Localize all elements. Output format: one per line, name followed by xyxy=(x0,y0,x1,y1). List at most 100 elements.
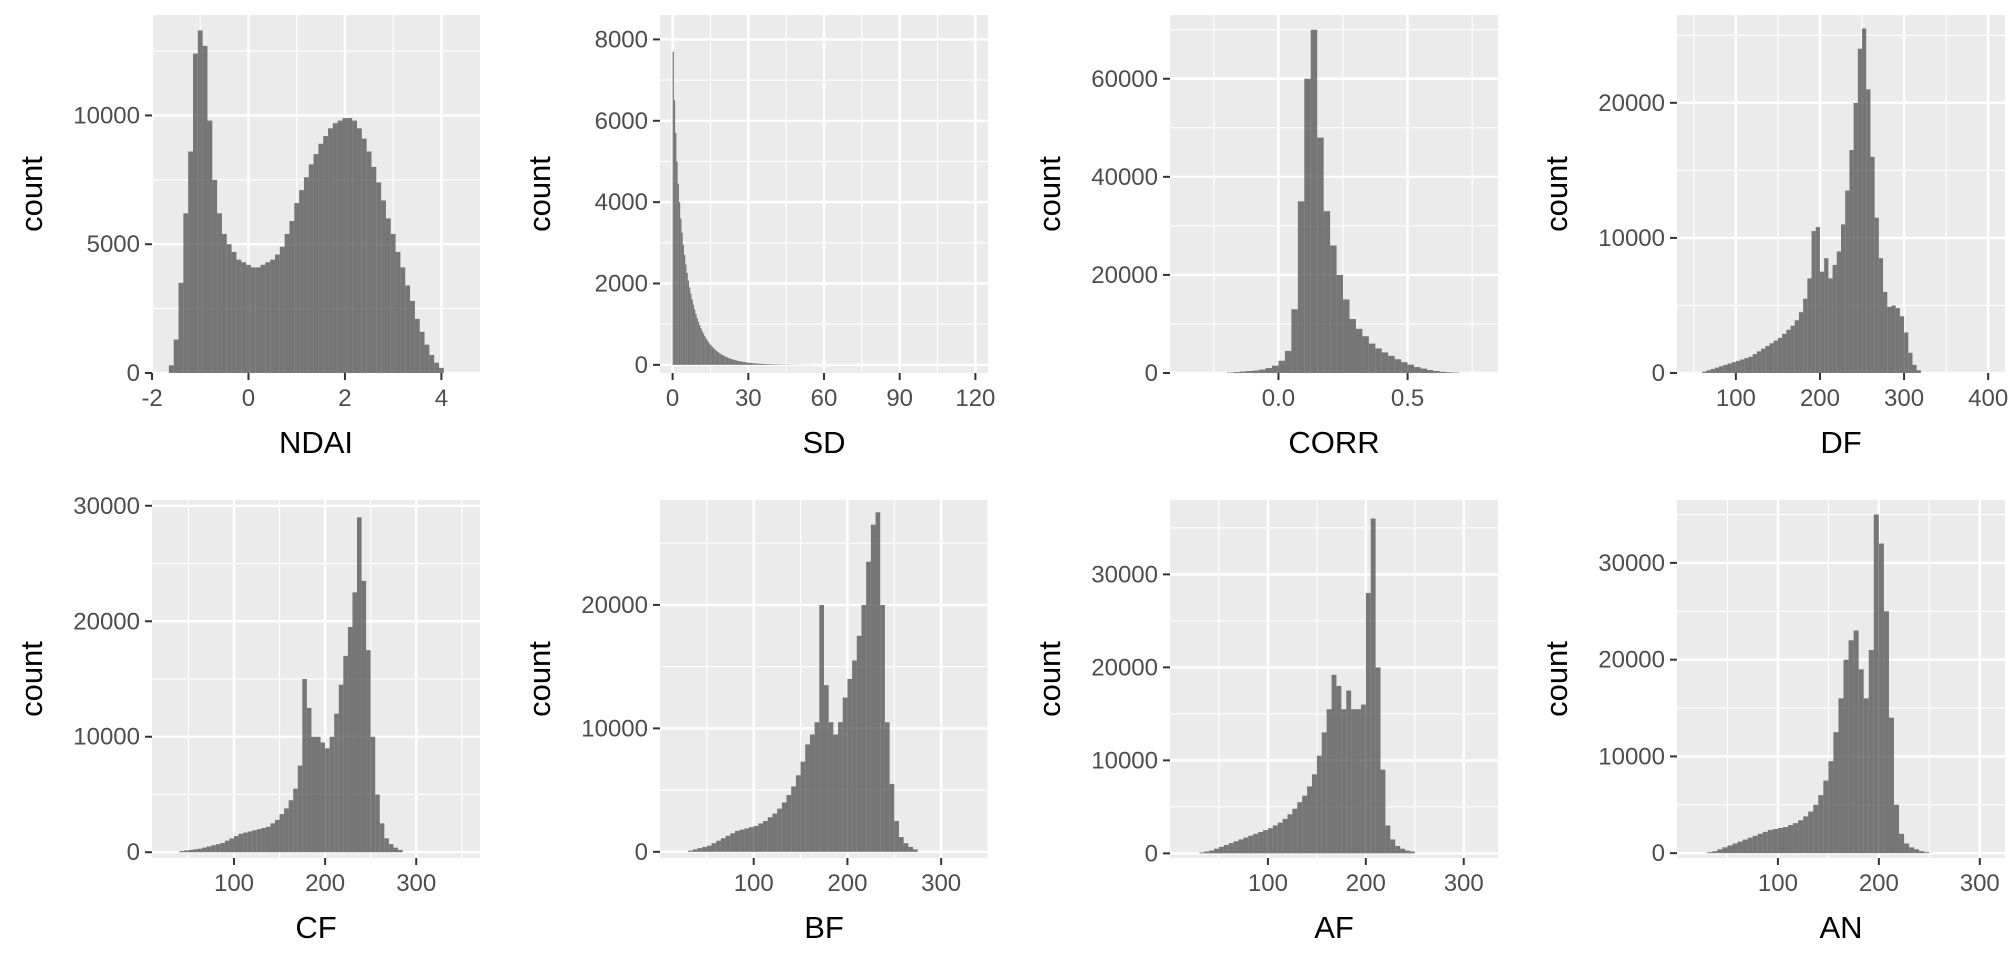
x-axis-title: AF xyxy=(1314,910,1354,945)
histogram-bar xyxy=(735,360,737,365)
histogram-bar xyxy=(681,232,683,365)
histogram-bar xyxy=(728,358,730,365)
histogram-bar xyxy=(711,346,713,365)
histogram-bar xyxy=(318,143,324,373)
histogram-bar xyxy=(1370,518,1376,854)
y-tick-label: 10000 xyxy=(581,715,648,742)
histogram-bar xyxy=(730,833,735,852)
histogram-bar xyxy=(1747,837,1753,854)
histogram-bar xyxy=(673,100,676,365)
histogram-bar xyxy=(343,655,348,853)
histogram-bar xyxy=(1282,818,1288,854)
histogram-bar xyxy=(1808,811,1814,854)
histogram-bar xyxy=(697,848,703,852)
histogram-bar xyxy=(828,722,834,852)
histogram-bar xyxy=(1719,366,1724,373)
histogram-bar xyxy=(1253,833,1259,854)
histogram-bar xyxy=(1375,348,1382,373)
histogram-bar xyxy=(719,353,721,365)
histogram-bar xyxy=(685,264,687,365)
histogram-bar xyxy=(1752,835,1758,854)
histogram-bar xyxy=(1365,592,1371,854)
histogram-bar xyxy=(211,845,216,853)
histogram-bar xyxy=(1326,709,1332,854)
histogram-bar xyxy=(1914,849,1920,854)
y-tick-label: 20000 xyxy=(73,608,140,635)
histogram-bar xyxy=(217,213,222,373)
histogram-bar xyxy=(1317,137,1324,373)
histogram-bar xyxy=(1243,837,1249,854)
histogram-bar xyxy=(731,359,734,365)
histogram-bar xyxy=(1297,201,1305,373)
histogram-bar xyxy=(675,132,677,365)
histogram-bar xyxy=(400,267,406,373)
y-tick-label: 40000 xyxy=(1091,164,1158,191)
histogram-bar xyxy=(371,166,377,373)
histogram-bar xyxy=(1773,340,1778,373)
y-tick-label: 10000 xyxy=(73,724,140,751)
histogram-bar xyxy=(303,177,309,373)
histogram-bar xyxy=(1267,828,1273,854)
histogram-bar xyxy=(672,51,674,365)
histogram-bar xyxy=(1252,370,1260,373)
histogram-bar xyxy=(757,363,759,365)
histogram-bar xyxy=(767,817,773,852)
histogram-bar xyxy=(1908,352,1913,373)
histogram-bar xyxy=(1248,835,1254,854)
histogram-bar xyxy=(252,830,257,853)
histogram-bar xyxy=(1346,690,1352,854)
histogram-bar xyxy=(1233,372,1240,373)
histogram-bar xyxy=(376,182,382,373)
histogram-bar xyxy=(706,340,708,365)
histogram-bar xyxy=(238,833,244,853)
y-tick-label: 10000 xyxy=(73,102,140,129)
histogram-bar xyxy=(236,259,242,373)
histogram-bar xyxy=(791,786,796,852)
histogram-bar xyxy=(1878,543,1884,854)
histogram-bar xyxy=(707,342,710,365)
histogram-bar xyxy=(1433,371,1440,373)
histogram-bar xyxy=(1845,190,1850,373)
histogram-bar xyxy=(1824,258,1829,373)
histogram-bar xyxy=(1849,150,1854,373)
histogram-bar xyxy=(1409,851,1415,854)
histogram-bar xyxy=(1362,336,1369,373)
histogram-bar xyxy=(1912,364,1917,373)
panel-plot-area xyxy=(1170,500,1498,858)
histogram-bar xyxy=(414,318,420,373)
histogram-bar xyxy=(250,267,256,373)
x-axis-title: CF xyxy=(295,910,336,945)
histogram-bar xyxy=(243,832,248,853)
histogram-bar xyxy=(1874,217,1879,373)
histogram-bar xyxy=(308,164,314,373)
histogram-bar xyxy=(1919,851,1925,854)
histogram-bar xyxy=(1794,320,1799,373)
histogram-bar xyxy=(738,361,740,365)
histogram-panel-an: 100 200 300 0 10000 20000 30000 AN count xyxy=(1539,500,2005,945)
histogram-bar xyxy=(870,524,876,852)
histogram-bar xyxy=(398,849,403,853)
histogram-bar xyxy=(1278,360,1285,373)
histogram-bar xyxy=(1740,359,1745,373)
panel-plot-area xyxy=(1677,500,2005,858)
histogram-bar xyxy=(357,517,362,853)
histogram-panel-corr: 0.0 0.5 0 20000 40000 60000 CORR count xyxy=(1032,15,1498,460)
histogram-bar xyxy=(677,183,679,365)
histogram-bar xyxy=(207,120,213,373)
histogram-bar xyxy=(769,364,772,365)
histogram-bar xyxy=(1832,264,1837,373)
histogram-bar xyxy=(1904,332,1909,373)
histogram-bar xyxy=(1843,659,1849,854)
histogram-bar xyxy=(683,255,686,365)
histogram-bar xyxy=(179,851,184,853)
histogram-bar xyxy=(1788,825,1794,854)
histogram-bar xyxy=(765,364,768,365)
histogram-bar xyxy=(1883,611,1889,854)
histogram-bar xyxy=(760,363,763,365)
histogram-bar xyxy=(1380,769,1386,854)
histogram-bar xyxy=(1757,833,1763,854)
histogram-bar xyxy=(742,361,744,365)
histogram-bar xyxy=(866,561,871,852)
histogram-bar xyxy=(706,845,712,852)
histogram-bar xyxy=(696,318,698,365)
